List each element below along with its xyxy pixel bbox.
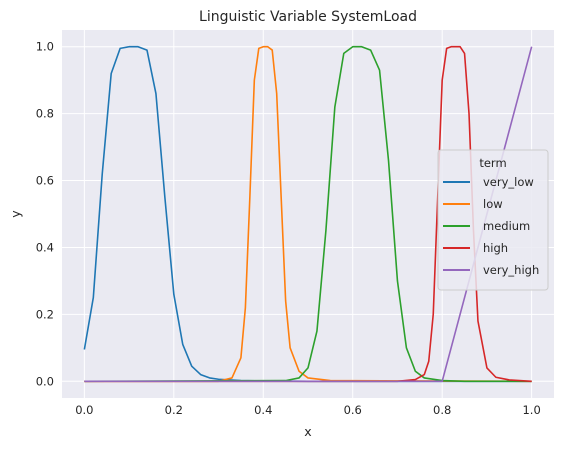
y-tick-label: 0.8 bbox=[36, 107, 54, 121]
legend-label: very_high bbox=[483, 263, 539, 277]
x-tick-label: 0.2 bbox=[165, 403, 183, 417]
legend-box bbox=[437, 149, 549, 291]
legend-label: medium bbox=[483, 219, 530, 233]
legend-label: low bbox=[483, 197, 503, 211]
chart-title: Linguistic Variable SystemLoad bbox=[199, 9, 417, 25]
y-tick-label: 0.4 bbox=[36, 240, 54, 254]
legend-title: term bbox=[479, 156, 506, 170]
series-line-low bbox=[84, 45, 532, 383]
x-tick-label: 0.8 bbox=[433, 403, 451, 417]
x-tick-label: 0.0 bbox=[75, 403, 93, 417]
y-tick-label: 0.6 bbox=[36, 174, 54, 188]
legend-label: high bbox=[483, 241, 508, 255]
series-layer bbox=[83, 45, 533, 383]
tick-labels: 0.0 0.2 0.4 0.6 0.8 1.0 0.0 0.2 0.4 0.6 0.8 1.0 bbox=[36, 40, 541, 417]
x-tick-label: 0.4 bbox=[254, 403, 272, 417]
x-tick-label: 0.6 bbox=[344, 403, 362, 417]
series-line-medium bbox=[84, 45, 532, 383]
legend-label: very_low bbox=[483, 175, 534, 189]
x-axis-label: x bbox=[304, 424, 311, 439]
y-axis-label: y bbox=[8, 210, 23, 218]
y-tick-label: 1.0 bbox=[36, 40, 54, 54]
y-tick-label: 0.0 bbox=[36, 374, 54, 388]
x-tick-label: 1.0 bbox=[522, 403, 540, 417]
series-line-high bbox=[84, 45, 532, 383]
y-tick-label: 0.2 bbox=[36, 307, 54, 321]
